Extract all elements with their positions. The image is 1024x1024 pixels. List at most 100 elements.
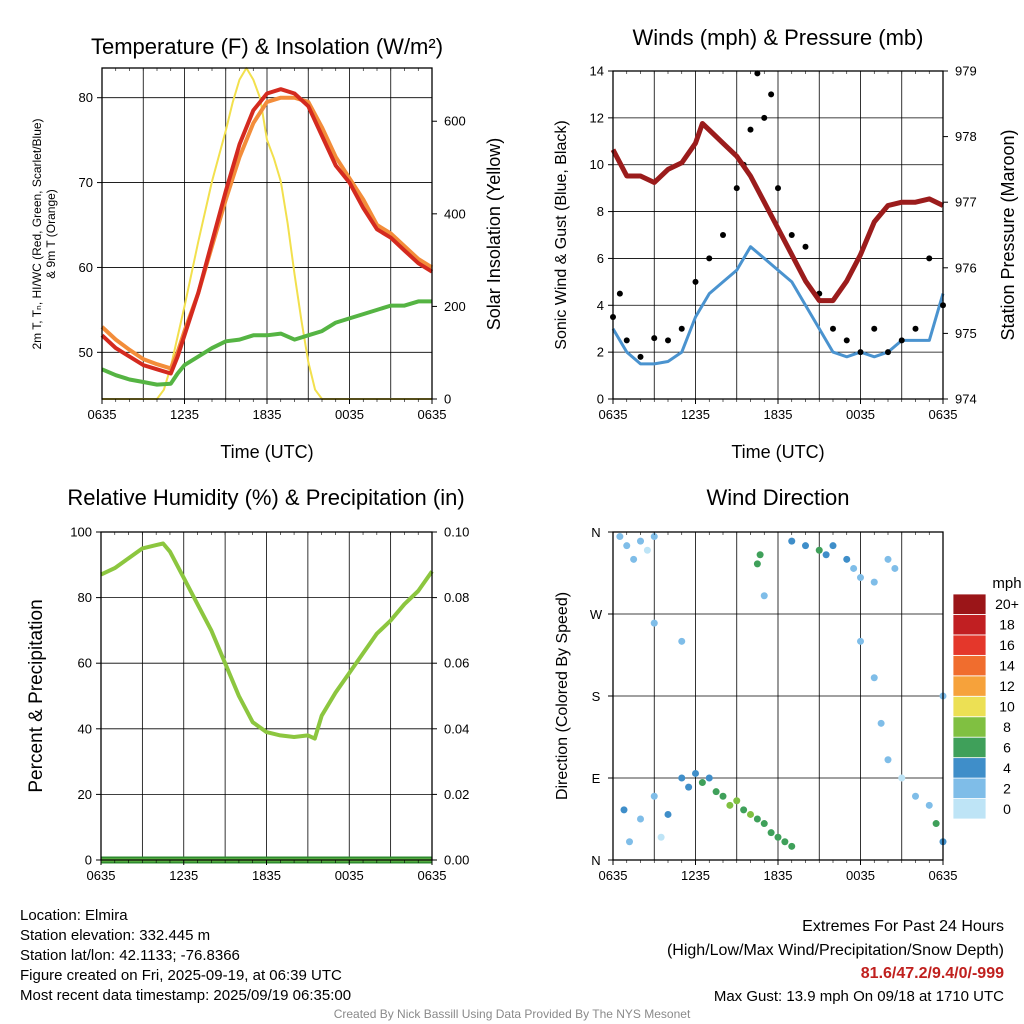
temperature-grid: [102, 68, 432, 399]
gust-point: [651, 335, 658, 342]
direction-point: [767, 829, 775, 837]
direction-point: [774, 833, 782, 841]
latlon-text: Station lat/lon: 42.1133; -76.8366: [20, 947, 240, 964]
x-tick-label: 0635: [599, 868, 628, 883]
max-gust-text: Max Gust: 13.9 mph On 09/18 at 1710 UTC: [713, 988, 1004, 1005]
y-right-tick-label: 0.06: [444, 656, 469, 671]
colorbar-label: 6: [1003, 739, 1011, 755]
winds-xlabel: Time (UTC): [731, 442, 824, 462]
colorbar-swatch: [952, 798, 987, 820]
y-tick-label: 2: [597, 345, 604, 360]
x-tick-label: 1835: [253, 407, 282, 422]
colorbar-label: 20+: [995, 596, 1019, 612]
direction-point: [643, 546, 651, 554]
colorbar-label: 18: [999, 617, 1015, 633]
direction-point: [815, 546, 823, 554]
direction-point: [637, 815, 644, 823]
x-tick-label: 0635: [599, 407, 628, 422]
y-tick-label: 0: [85, 853, 92, 868]
recent-data-text: Most recent data timestamp: 2025/09/19 0…: [20, 987, 352, 1004]
gust-point: [665, 337, 671, 344]
gust-point: [898, 337, 905, 344]
direction-point: [850, 564, 858, 572]
x-tick-label: 1235: [170, 407, 199, 422]
direction-point: [740, 806, 748, 814]
y-tick-label: 60: [79, 260, 93, 275]
direction-point: [802, 542, 809, 550]
humidity-title: Relative Humidity (%) & Precipitation (i…: [67, 485, 464, 510]
gust-point: [637, 353, 644, 360]
temperature-ylabel-line2: & 9m T (Orange): [44, 189, 58, 279]
direction-plot: [616, 533, 947, 850]
temperature-xlabel: Time (UTC): [220, 442, 313, 462]
gust-point: [768, 91, 775, 98]
direction-point: [678, 774, 686, 782]
y-right-tick-label: 0.08: [444, 590, 469, 605]
direction-panel: Wind Direction 0635 1235 1835 0035 0635NWSEN…: [554, 485, 1022, 883]
y-tick-label: 20: [78, 787, 92, 802]
extremes-values: 81.6/47.2/9.4/0/-999: [860, 965, 1004, 982]
direction-point: [870, 674, 878, 682]
gust-point: [754, 70, 761, 77]
series-line-rh: [100, 541, 434, 741]
direction-point: [753, 815, 761, 823]
winds-title: Winds (mph) & Pressure (mb): [633, 25, 924, 50]
direction-point: [712, 788, 720, 796]
direction-point: [884, 756, 892, 764]
y-tick-label: 60: [78, 656, 92, 671]
gust-point: [788, 232, 795, 238]
x-tick-label: 0035: [335, 868, 364, 883]
colorbar-swatch: [952, 593, 987, 615]
x-tick-label: 1835: [764, 407, 793, 422]
credit-text: Created By Nick Bassill Using Data Provi…: [333, 1007, 691, 1021]
humidity-grid: [101, 531, 432, 861]
y-right-tick-label: 974: [955, 392, 977, 407]
location-text: Location: Elmira: [20, 907, 128, 924]
winds-ylabel-left: Sonic Wind & Gust (Blue, Black): [553, 120, 570, 349]
direction-grid: [613, 532, 943, 860]
y-tick-label: 6: [597, 251, 604, 266]
direction-point: [877, 719, 885, 727]
y-right-tick-label: 0: [444, 392, 451, 407]
x-tick-label: 0635: [87, 868, 116, 883]
direction-point: [733, 797, 741, 805]
direction-point: [760, 820, 768, 828]
gust-point: [733, 185, 740, 192]
y-right-tick-label: 976: [955, 260, 977, 275]
series-line-insolation: [102, 67, 432, 400]
direction-point: [620, 806, 628, 814]
elevation-text: Station elevation: 332.445 m: [20, 927, 211, 944]
direction-point: [630, 555, 638, 563]
direction-point: [870, 578, 878, 586]
gust-point: [830, 325, 836, 332]
y-right-tick-label: 979: [955, 64, 977, 79]
x-tick-label: 1235: [681, 407, 710, 422]
direction-tick-label: S: [592, 689, 601, 704]
direction-ylabel-left: Direction (Colored By Speed): [554, 592, 571, 800]
x-tick-label: 0635: [418, 407, 447, 422]
x-tick-label: 0035: [846, 407, 875, 422]
colorbar-swatch: [952, 614, 987, 636]
y-right-tick-label: 400: [444, 206, 466, 221]
y-tick-label: 10: [590, 157, 604, 172]
direction-point: [719, 792, 727, 800]
extremes-title: Extremes For Past 24 Hours: [802, 918, 1004, 935]
y-right-tick-label: 200: [444, 299, 466, 314]
direction-point: [698, 779, 706, 787]
direction-point: [685, 783, 693, 791]
direction-point: [912, 792, 919, 800]
y-tick-label: 8: [597, 204, 604, 219]
y-right-tick-label: 978: [955, 129, 977, 144]
colorbar-swatch: [952, 716, 987, 738]
y-tick-label: 50: [79, 345, 93, 360]
gust-point: [616, 290, 623, 297]
direction-point: [829, 542, 837, 550]
x-tick-label: 1835: [764, 868, 793, 883]
x-tick-label: 0635: [929, 868, 958, 883]
direction-point: [884, 555, 892, 563]
y-right-tick-label: 975: [955, 326, 977, 341]
direction-point: [753, 560, 761, 568]
gust-point: [926, 255, 933, 262]
gust-point: [912, 325, 919, 332]
